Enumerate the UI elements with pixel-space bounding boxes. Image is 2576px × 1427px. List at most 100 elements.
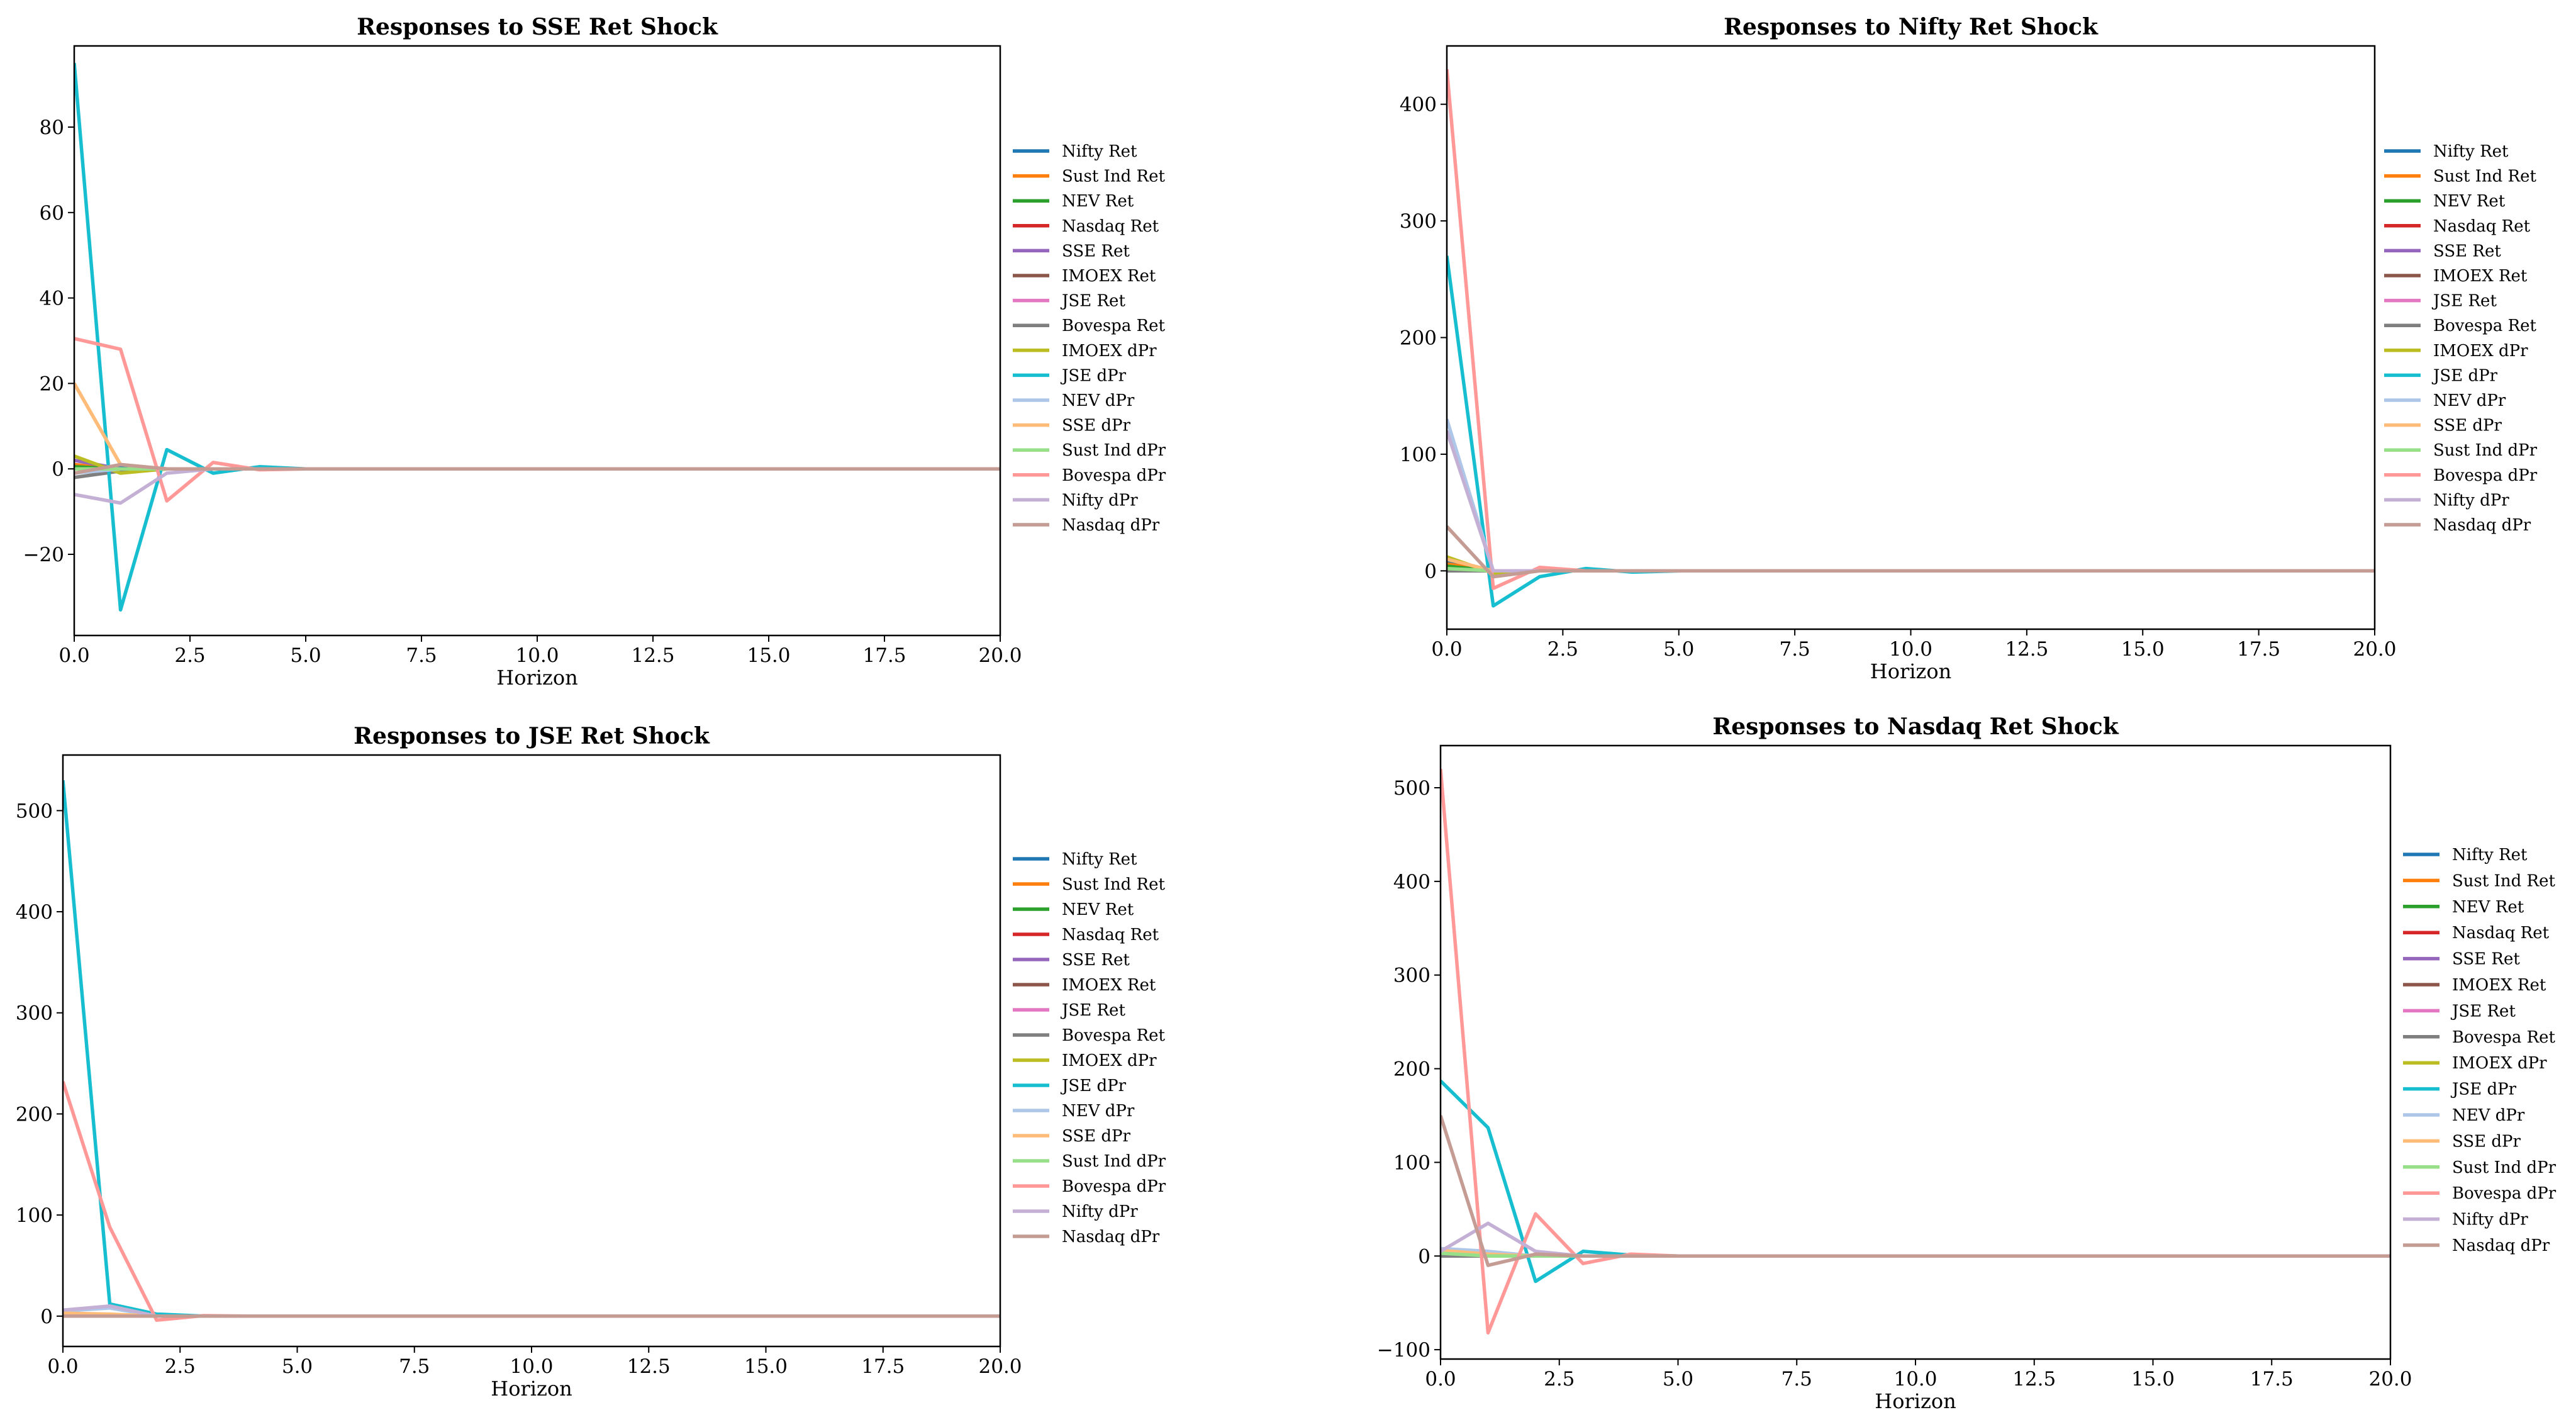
x-tick-label: 7.5 bbox=[1781, 1368, 1812, 1391]
y-tick-label: 400 bbox=[16, 901, 53, 924]
x-tick-label: 7.5 bbox=[406, 644, 437, 667]
legend-label: Bovespa dPr bbox=[1062, 466, 1166, 485]
x-tick-label: 20.0 bbox=[978, 1355, 1022, 1378]
legend-label: Nasdaq Ret bbox=[1062, 217, 1159, 236]
legend-label: NEV dPr bbox=[2433, 391, 2506, 410]
x-tick-label: 10.0 bbox=[510, 1355, 553, 1378]
y-tick-label: 300 bbox=[16, 1002, 53, 1025]
series-group bbox=[63, 780, 1000, 1322]
legend-label: Nifty dPr bbox=[1062, 491, 1138, 510]
x-tick-label: 17.5 bbox=[861, 1355, 905, 1378]
y-tick-label: 20 bbox=[40, 372, 64, 395]
legend-label: Nasdaq Ret bbox=[2433, 217, 2531, 236]
legend: Nifty Ret Sust Ind Ret NEV Ret Nasdaq Ret SS… bbox=[2403, 846, 2556, 1255]
legend-label: Bovespa Ret bbox=[2452, 1028, 2556, 1047]
chart-panel-3: Responses to JSE Ret Shock 0.0 2.5 5.0 7.5 10… bbox=[16, 723, 1166, 1401]
legend: Nifty Ret Sust Ind Ret NEV Ret Nasdaq Ret SS… bbox=[2384, 142, 2538, 535]
y-tick-label: −20 bbox=[23, 544, 64, 566]
x-axis-label: Horizon bbox=[1870, 659, 1951, 683]
y-tick-label: −100 bbox=[1377, 1339, 1430, 1362]
legend-label: NEV dPr bbox=[1062, 391, 1135, 410]
x-tick-label: 12.5 bbox=[627, 1355, 671, 1378]
x-tick-label: 20.0 bbox=[2353, 638, 2396, 661]
y-tick-label: 0 bbox=[52, 458, 64, 481]
legend-label: Bovespa dPr bbox=[2452, 1184, 2556, 1203]
legend: Nifty Ret Sust Ind Ret NEV Ret Nasdaq Ret SS… bbox=[1013, 142, 1166, 535]
x-tick-label: 17.5 bbox=[2237, 638, 2280, 661]
series-line-jse-dpr bbox=[1441, 1079, 2390, 1284]
legend-label: Sust Ind Ret bbox=[2452, 871, 2555, 890]
y-tick-label: 300 bbox=[1400, 210, 1437, 233]
y-tick-label: 500 bbox=[16, 800, 53, 822]
chart-panel-2: Responses to Nifty Ret Shock 0.0 2.5 5.0 7.5… bbox=[1400, 14, 2538, 683]
x-tick-label: 0.0 bbox=[47, 1355, 78, 1378]
legend-label: Nifty dPr bbox=[2433, 491, 2509, 510]
y-tick-label: 60 bbox=[40, 202, 64, 225]
legend-label: NEV dPr bbox=[2452, 1106, 2525, 1125]
x-axis-label: Horizon bbox=[1875, 1389, 1956, 1413]
legend-label: SSE dPr bbox=[2433, 417, 2502, 435]
x-tick-label: 0.0 bbox=[59, 644, 89, 667]
x-tick-label: 20.0 bbox=[978, 644, 1022, 667]
legend-label: JSE Ret bbox=[1060, 1001, 1125, 1020]
y-tick-label: 80 bbox=[40, 116, 64, 139]
legend-label: Bovespa dPr bbox=[2433, 466, 2538, 485]
legend: Nifty Ret Sust Ind Ret NEV Ret Nasdaq Ret SS… bbox=[1013, 850, 1166, 1246]
x-tick-label: 0.0 bbox=[1431, 638, 1462, 661]
legend-label: SSE dPr bbox=[2452, 1132, 2521, 1151]
x-axis-label: Horizon bbox=[491, 1377, 572, 1401]
legend-label: Nasdaq dPr bbox=[2452, 1236, 2550, 1255]
series-group bbox=[1447, 69, 2375, 608]
legend-label: JSE dPr bbox=[1060, 1077, 1127, 1095]
y-tick-label: 500 bbox=[1393, 777, 1430, 800]
legend-label: Bovespa Ret bbox=[1062, 1026, 1166, 1045]
series-group bbox=[74, 62, 1000, 612]
legend-label: NEV dPr bbox=[1062, 1102, 1135, 1121]
x-tick-label: 12.5 bbox=[2005, 638, 2048, 661]
y-tick-label: 400 bbox=[1393, 871, 1430, 893]
x-tick-label: 17.5 bbox=[2250, 1368, 2294, 1391]
series-line-nasdaq-dpr bbox=[1447, 525, 2375, 579]
chart-panel-4: Responses to Nasdaq Ret Shock 0.0 2.5 5.0 7.… bbox=[1377, 714, 2556, 1413]
x-tick-label: 15.0 bbox=[2131, 1368, 2175, 1391]
x-tick-label: 10.0 bbox=[1889, 638, 1932, 661]
x-tick-label: 2.5 bbox=[165, 1355, 196, 1378]
series-line-sse-dpr bbox=[74, 383, 1000, 471]
x-tick-label: 12.5 bbox=[2012, 1368, 2056, 1391]
legend-label: Nifty Ret bbox=[2433, 142, 2509, 161]
x-tick-label: 15.0 bbox=[747, 644, 790, 667]
chart-title: Responses to SSE Ret Shock bbox=[357, 14, 718, 40]
legend-label: Sust Ind dPr bbox=[1062, 1152, 1166, 1171]
legend-label: NEV Ret bbox=[2433, 192, 2506, 211]
series-line-nasdaq-dpr bbox=[1441, 1115, 2390, 1267]
x-tick-label: 5.0 bbox=[290, 644, 321, 667]
legend-label: JSE dPr bbox=[2431, 366, 2498, 385]
series-line-bovespa-dpr bbox=[1447, 69, 2375, 590]
x-tick-label: 2.5 bbox=[1544, 1368, 1575, 1391]
legend-label: JSE dPr bbox=[2450, 1080, 2517, 1099]
y-tick-label: 40 bbox=[40, 288, 64, 310]
series-line-jse-dpr bbox=[74, 62, 1000, 612]
legend-label: JSE dPr bbox=[1060, 366, 1127, 385]
legend-label: Nifty dPr bbox=[1062, 1202, 1138, 1221]
y-tick-label: 400 bbox=[1400, 94, 1437, 116]
y-tick-label: 200 bbox=[16, 1103, 53, 1126]
legend-label: Nasdaq dPr bbox=[1062, 516, 1160, 535]
legend-label: IMOEX Ret bbox=[1062, 267, 1156, 286]
legend-label: Sust Ind dPr bbox=[2433, 441, 2538, 460]
legend-label: NEV Ret bbox=[2452, 898, 2524, 917]
y-tick-label: 200 bbox=[1400, 327, 1437, 350]
legend-label: Sust Ind dPr bbox=[1062, 441, 1166, 460]
x-tick-label: 15.0 bbox=[2121, 638, 2165, 661]
x-tick-label: 2.5 bbox=[174, 644, 205, 667]
x-tick-label: 10.0 bbox=[1893, 1368, 1937, 1391]
legend-label: IMOEX dPr bbox=[1062, 1051, 1157, 1070]
y-tick-label: 0 bbox=[1418, 1245, 1430, 1268]
plot-frame bbox=[1439, 744, 2392, 1360]
legend-label: Nifty Ret bbox=[1062, 142, 1137, 161]
chart-title: Responses to Nasdaq Ret Shock bbox=[1712, 714, 2119, 740]
x-tick-label: 5.0 bbox=[282, 1355, 313, 1378]
x-tick-label: 15.0 bbox=[744, 1355, 788, 1378]
series-line-jse-dpr bbox=[1447, 255, 2375, 608]
